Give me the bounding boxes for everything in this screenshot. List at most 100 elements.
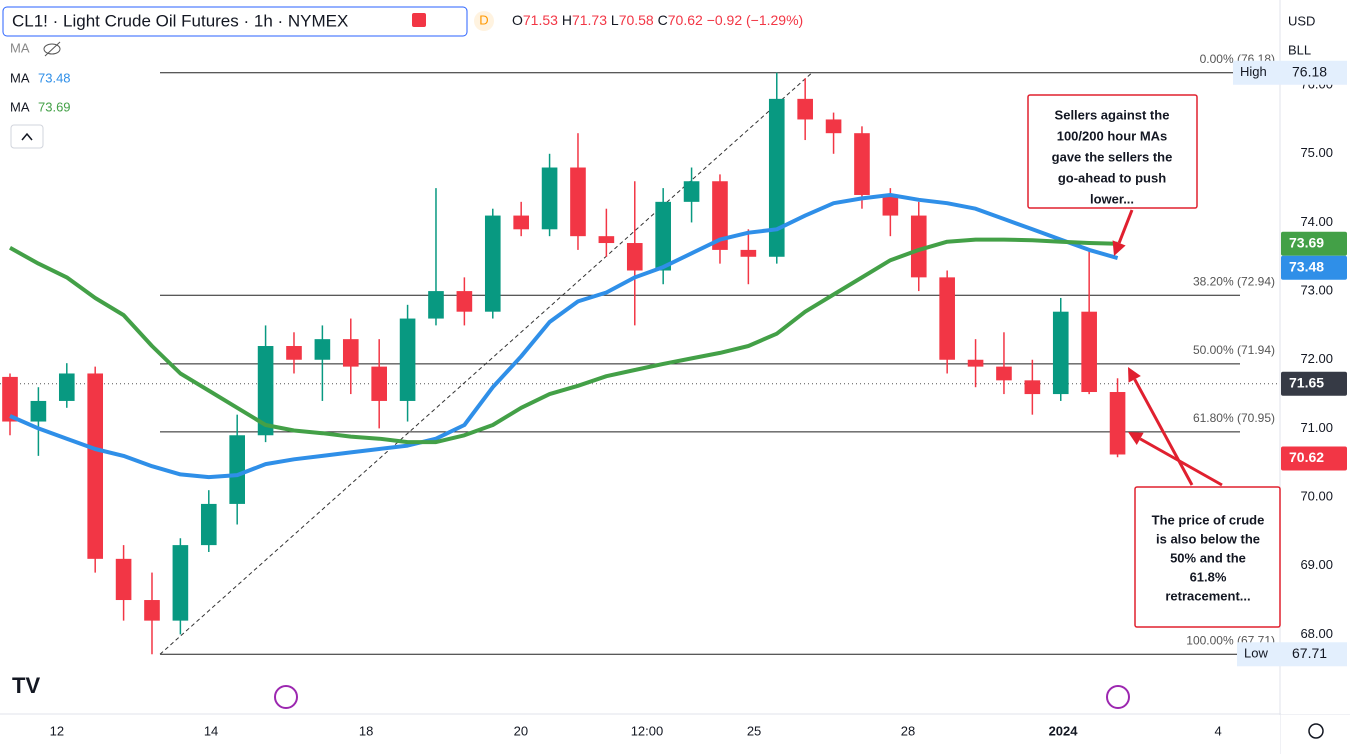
candle-body xyxy=(342,339,359,367)
ohlc-value: 70.62 xyxy=(668,12,703,28)
alert-icon[interactable] xyxy=(1106,685,1130,709)
ohlc-key: L xyxy=(611,12,619,28)
candle-body xyxy=(484,215,501,312)
annotation-text: lower... xyxy=(1090,191,1134,206)
moving-average-line xyxy=(9,193,1119,480)
annotation-text: 61.8% xyxy=(1190,569,1227,584)
header: CL1! · Light Crude Oil Futures · 1h · NY… xyxy=(2,6,803,149)
arrow-head xyxy=(1128,367,1141,383)
ohlc-key: O xyxy=(512,12,523,28)
x-tick-label: 2024 xyxy=(1049,723,1079,738)
last-price-tag: 70.62 xyxy=(1289,449,1324,465)
low-value: 67.71 xyxy=(1292,645,1327,661)
candle-body xyxy=(428,291,444,319)
legend-name: MA xyxy=(10,70,30,85)
candle-body xyxy=(144,600,160,621)
annotation-text: gave the sellers the xyxy=(1052,149,1173,164)
candle-body xyxy=(314,339,331,360)
y-tick-label: 70.00 xyxy=(1300,488,1333,503)
fib-label: 61.80% (70.95) xyxy=(1193,411,1275,425)
candle-body xyxy=(115,558,132,601)
candle-body xyxy=(910,215,927,278)
flag[interactable] xyxy=(412,13,426,27)
annotation-text: retracement... xyxy=(1165,588,1250,603)
symbol-box[interactable] xyxy=(2,6,468,37)
candle-body xyxy=(740,249,757,257)
y-tick-label: 68.00 xyxy=(1300,626,1333,641)
collapse-button[interactable] xyxy=(10,124,44,149)
arrow xyxy=(1139,437,1223,487)
low-tag-bg xyxy=(1237,642,1347,667)
unit[interactable]: BLL xyxy=(1288,42,1311,57)
candle-body xyxy=(598,236,615,244)
ohlc-value: 70.58 xyxy=(619,12,654,28)
candle-body xyxy=(257,346,274,436)
x-tick-label: 18 xyxy=(359,723,373,738)
eye-off-icon[interactable] xyxy=(43,41,61,57)
moving-average-line xyxy=(9,237,1118,445)
candle-body xyxy=(58,373,75,401)
ma-price-tag: 73.69 xyxy=(1289,234,1324,250)
collapse-icon xyxy=(21,132,33,141)
high-value: 76.18 xyxy=(1292,63,1327,79)
candle-body xyxy=(456,291,473,312)
previous-close-tag: 71.65 xyxy=(1289,374,1324,390)
candle-body xyxy=(797,98,813,120)
ohlc-key: H xyxy=(562,12,572,28)
badge-bg xyxy=(474,11,494,31)
arrow xyxy=(1117,209,1134,244)
candle-body xyxy=(1081,311,1097,393)
legend-hidden[interactable]: MA xyxy=(10,40,30,55)
candle-body xyxy=(655,201,671,271)
candle-body xyxy=(854,133,870,195)
candle-body xyxy=(286,346,302,360)
y-tick-label: 71.00 xyxy=(1300,420,1333,435)
candle-body xyxy=(172,545,189,621)
settings-icon[interactable] xyxy=(1308,723,1324,739)
fib-label: 50.00% (71.94) xyxy=(1193,343,1275,357)
candle-body xyxy=(1109,392,1126,455)
last-price-tag-bg xyxy=(1281,446,1347,471)
ohlc-key: C xyxy=(658,12,668,28)
arrow-head xyxy=(1112,240,1126,256)
ohlc-value: 71.53 xyxy=(523,12,558,28)
candle-body xyxy=(768,98,785,257)
candle-body xyxy=(882,194,899,216)
change: −0.92 (−1.29%) xyxy=(707,12,804,28)
candle-body xyxy=(229,435,245,504)
previous-close-tag-bg xyxy=(1281,371,1347,396)
candle-body xyxy=(996,366,1012,381)
x-tick-label: 20 xyxy=(514,723,528,738)
x-tick-label: 28 xyxy=(901,723,915,738)
x-tick-label: 4 xyxy=(1214,723,1221,738)
annotation-text: 50% and the xyxy=(1170,550,1246,565)
legend-value: 73.69 xyxy=(38,99,71,114)
ohlc: O71.53 H71.73 L70.58 C70.62 −0.92 (−1.29… xyxy=(512,12,803,28)
replay-icon[interactable] xyxy=(274,685,298,709)
candle-body xyxy=(570,167,586,237)
x-tick-label: 14 xyxy=(204,723,218,738)
symbol: CL1! · Light Crude Oil Futures · 1h · NY… xyxy=(12,11,348,30)
y-tick-label: 72.00 xyxy=(1300,351,1333,366)
candle-body xyxy=(825,119,842,134)
y-tick-label: 69.00 xyxy=(1300,557,1333,572)
x-tick-label: 12:00 xyxy=(631,723,664,738)
annotation-text: is also below the xyxy=(1156,531,1260,546)
plot-area: 0.00% (76.18)38.20% (72.94)50.00% (71.94… xyxy=(0,52,1280,655)
candle-body xyxy=(939,277,955,360)
ma-price-tag: 73.48 xyxy=(1289,258,1324,274)
logo: TV xyxy=(12,673,40,698)
x-tick-label: 12 xyxy=(50,723,64,738)
arrow-head xyxy=(1128,432,1144,445)
annotation-text: Sellers against the xyxy=(1055,107,1170,122)
candle-body xyxy=(541,167,558,230)
fib-label: 38.20% (72.94) xyxy=(1193,274,1275,288)
annotation-box xyxy=(1027,94,1198,209)
candle-body xyxy=(399,318,416,401)
candle-body xyxy=(626,243,643,271)
currency[interactable]: USD xyxy=(1288,13,1315,28)
candle-body xyxy=(1024,380,1041,395)
high-label: High xyxy=(1240,64,1267,79)
ma-price-tag-bg xyxy=(1281,255,1347,280)
ma-price-tag-bg xyxy=(1281,231,1347,256)
